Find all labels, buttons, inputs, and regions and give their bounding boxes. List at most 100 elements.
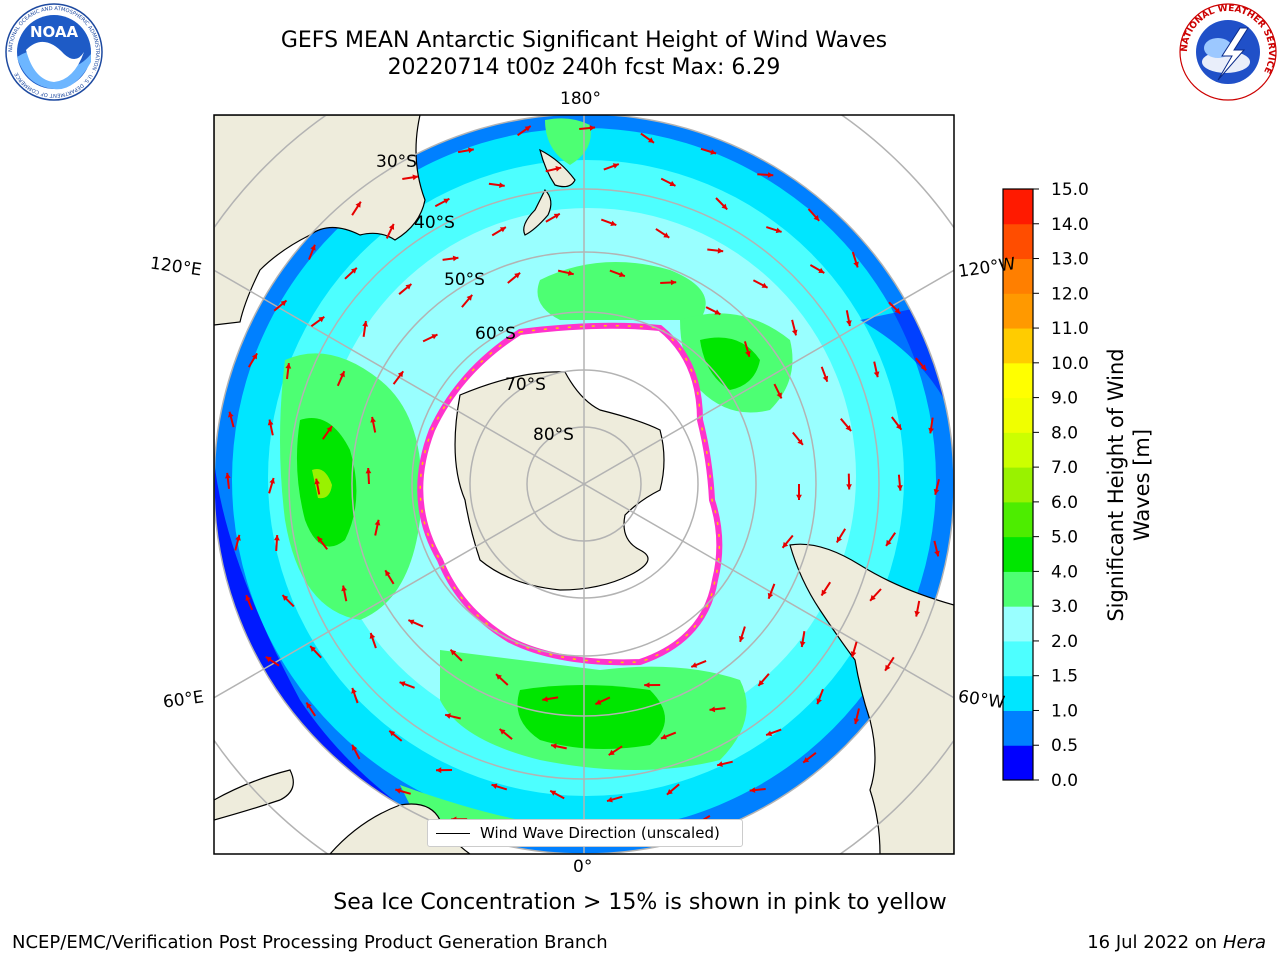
colorbar-title-line2: Waves [m] bbox=[1130, 428, 1154, 542]
wave-arrow-head bbox=[553, 213, 560, 219]
wave-arrow-head bbox=[933, 488, 940, 495]
colorbar-swatch bbox=[1003, 501, 1033, 538]
wave-arrow-head bbox=[395, 788, 402, 794]
wave-arrow-head bbox=[853, 261, 859, 268]
wave-arrow-head bbox=[355, 201, 361, 208]
colorbar-tick-label: 9.0 bbox=[1051, 389, 1078, 409]
wave-arrow-head bbox=[369, 633, 376, 639]
wave-arrow-head bbox=[450, 649, 457, 656]
colorbar-tick-label: 0.0 bbox=[1051, 771, 1078, 791]
legend-label: Wind Wave Direction (unscaled) bbox=[480, 824, 720, 842]
wave-arrow-head bbox=[870, 594, 876, 601]
wave-arrow-head bbox=[405, 284, 412, 290]
wave-arrow-head bbox=[412, 174, 419, 181]
wave-arrow-head bbox=[896, 423, 902, 430]
wave-arrow-head bbox=[666, 789, 673, 795]
colorbar-tick-label: 0.5 bbox=[1051, 736, 1078, 756]
footer-branch: NCEP/EMC/Verification Post Processing Pr… bbox=[12, 932, 608, 953]
colorbar-tick-label: 5.0 bbox=[1051, 528, 1078, 548]
wave-arrow-head bbox=[235, 534, 241, 541]
colorbar-swatch bbox=[1003, 258, 1033, 294]
wave-arrow-head bbox=[443, 198, 450, 204]
wave-arrow-head bbox=[717, 761, 723, 767]
wave-arrow-head bbox=[670, 279, 677, 286]
wave-arrow-head bbox=[799, 641, 806, 647]
wave-arrow-head bbox=[836, 536, 842, 543]
wave-arrow-head bbox=[934, 550, 940, 557]
wave-arrow-head bbox=[714, 309, 721, 315]
map-legend: Wind Wave Direction (unscaled) bbox=[427, 819, 743, 847]
wave-arrow-head bbox=[285, 363, 292, 369]
wave-arrow-head bbox=[818, 267, 825, 273]
wave-arrow-head bbox=[310, 646, 316, 652]
wave-arrow-head bbox=[669, 180, 676, 186]
wave-arrow-head bbox=[691, 662, 698, 668]
wave-arrow-head bbox=[555, 166, 562, 172]
wave-arrow-head bbox=[663, 232, 670, 238]
footer-date: 16 Jul 2022 on Hera bbox=[1087, 932, 1266, 953]
wave-arrow-head bbox=[436, 767, 442, 774]
wave-arrow-head bbox=[310, 244, 316, 251]
colorbar-swatch bbox=[1003, 536, 1033, 572]
wave-arrow-head bbox=[317, 536, 323, 543]
colorbar-swatch bbox=[1003, 571, 1033, 607]
wave-arrow-head bbox=[821, 589, 827, 596]
colorbar-tick-label: 11.0 bbox=[1051, 319, 1089, 339]
wave-arrow-head bbox=[280, 300, 287, 307]
colorbar-title-line1: Significant Height of Wind bbox=[1104, 348, 1128, 622]
wave-arrow-head bbox=[362, 321, 368, 327]
wave-arrow-head bbox=[339, 371, 345, 378]
wave-arrow-head bbox=[709, 706, 716, 713]
wave-arrow-head bbox=[776, 392, 782, 399]
noaa-logo-text: NOAA bbox=[30, 23, 79, 41]
wave-arrow-head bbox=[370, 416, 376, 423]
wave-arrow-head bbox=[846, 320, 852, 326]
colorbar-tick-label: 2.0 bbox=[1051, 632, 1078, 652]
wave-arrow-head bbox=[542, 696, 548, 702]
wave-arrow-head bbox=[803, 757, 810, 763]
wave-arrow-head bbox=[251, 353, 258, 360]
wave-arrow-head bbox=[274, 535, 280, 541]
wave-arrow-head bbox=[452, 255, 459, 262]
colorbar-tick-label: 8.0 bbox=[1051, 423, 1078, 443]
wave-arrow-head bbox=[374, 519, 381, 526]
wave-arrow-head bbox=[468, 147, 474, 154]
footer-host: Hera bbox=[1222, 932, 1266, 953]
wave-arrow-head bbox=[408, 619, 415, 625]
wave-arrow-head bbox=[928, 427, 934, 434]
colorbar-swatch bbox=[1003, 362, 1033, 399]
wave-arrow-head bbox=[352, 744, 358, 751]
colorbar: 0.0 0.5 1.0 1.5 2.0 3.0 4.0 5.0 6.0 7.0 8.0 9.0 10.0… bbox=[1002, 180, 1089, 791]
wave-arrow-head bbox=[610, 220, 617, 226]
wind-wave-arrows bbox=[225, 125, 940, 843]
noaa-logo: NOAA NATIONAL OCEANIC AND ATMOSPHERIC AD… bbox=[5, 3, 103, 101]
wave-arrow-head bbox=[341, 585, 347, 592]
wave-arrow-head bbox=[816, 698, 822, 705]
graticule bbox=[214, 115, 954, 854]
lat-label-60s: 60°S bbox=[475, 324, 516, 344]
wave-arrow-head bbox=[245, 595, 251, 601]
wave-arrow-head bbox=[306, 702, 312, 709]
footer-date-text: 16 Jul 2022 on bbox=[1087, 932, 1223, 953]
wave-arrow-head bbox=[813, 215, 820, 221]
wave-arrow-head bbox=[499, 729, 506, 735]
wave-arrow-head bbox=[445, 713, 451, 719]
wave-arrow-head bbox=[524, 126, 531, 132]
colorbar-tick-label: 10.0 bbox=[1051, 354, 1089, 374]
chart-title: GEFS MEAN Antarctic Significant Height o… bbox=[280, 28, 888, 53]
wave-arrow-head bbox=[846, 484, 852, 490]
wave-arrow-head bbox=[721, 203, 728, 210]
wave-arrow-head bbox=[397, 371, 404, 378]
wave-arrow-head bbox=[758, 680, 765, 686]
wave-arrow-head bbox=[496, 674, 502, 680]
wave-arrow-head bbox=[326, 426, 332, 432]
colorbar-tick-label: 1.5 bbox=[1051, 667, 1078, 687]
wave-arrow-head bbox=[225, 472, 231, 479]
wave-arrow-head bbox=[388, 223, 395, 230]
sea-ice-note: Sea Ice Concentration > 15% is shown in … bbox=[333, 890, 947, 915]
colorbar-tick-label: 6.0 bbox=[1051, 493, 1078, 513]
wave-arrow-head bbox=[644, 682, 650, 688]
wave-arrow-head bbox=[514, 272, 521, 279]
wave-arrow-head bbox=[389, 730, 396, 737]
wave-arrow-head bbox=[920, 364, 927, 371]
